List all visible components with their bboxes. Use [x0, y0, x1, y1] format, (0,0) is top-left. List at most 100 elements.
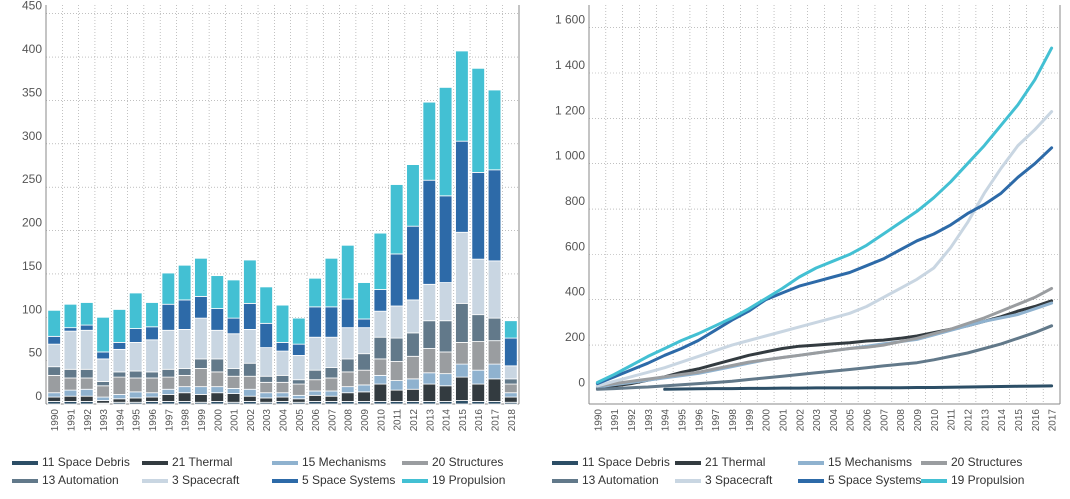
bar-segment: [373, 232, 388, 290]
bar-segment: [422, 101, 437, 181]
bar-segment: [504, 383, 518, 394]
bar-segment: [112, 371, 127, 378]
bar-segment: [63, 327, 78, 332]
bar-segment: [389, 305, 404, 339]
bar-segment: [243, 259, 257, 304]
left-x-tick-label: 2010: [376, 409, 387, 432]
bar-segment: [161, 394, 176, 402]
bar-segment: [259, 322, 273, 349]
bar-segment: [80, 377, 94, 390]
bar-segment: [340, 371, 355, 388]
bar-segment: [406, 332, 420, 357]
bar-segment: [259, 375, 273, 383]
bar-segment: [259, 392, 273, 399]
left-x-tick-label: 1991: [66, 409, 77, 432]
bar-segment: [128, 342, 143, 372]
bar-segment: [471, 369, 485, 385]
right-x-tick-label: 1990: [593, 409, 604, 432]
bar-segment: [80, 368, 94, 379]
bar-segment: [455, 140, 469, 233]
left-legend-swatch: [272, 461, 298, 465]
bar-segment: [145, 326, 159, 341]
bar-segment: [324, 336, 339, 368]
bar-segment: [373, 374, 388, 385]
bar-segment: [161, 376, 176, 390]
left-x-tick-label: 2013: [425, 409, 436, 432]
right-legend-label: 11 Space Debris: [582, 455, 670, 469]
bar-segment: [259, 286, 273, 324]
bar-segment: [504, 365, 518, 380]
bar-segment: [324, 390, 339, 397]
right-legend-swatch: [552, 461, 578, 465]
left-x-tick-label: 2003: [262, 409, 273, 432]
bar-segment: [226, 279, 241, 319]
left-legend-swatch: [142, 461, 168, 465]
right-x-tick-label: 2012: [963, 409, 974, 432]
bar-segment: [210, 275, 225, 309]
right-x-tick-label: 1998: [728, 409, 739, 432]
bar-segment: [243, 388, 257, 397]
bar-segment: [422, 320, 437, 349]
bar-segment: [210, 392, 225, 402]
bar-segment: [438, 373, 453, 387]
left-x-tick-label: 2016: [474, 409, 485, 432]
right-legend-label: 5 Space Systems: [828, 473, 921, 487]
bar-segment: [47, 343, 61, 368]
left-y-tick-label: 0: [35, 389, 42, 403]
bar-segment: [210, 371, 225, 388]
bar-segment: [80, 395, 94, 402]
bar-segment: [128, 292, 143, 329]
right-x-tick-label: 2004: [829, 409, 840, 432]
right-x-tick-label: 2010: [930, 409, 941, 432]
right-x-tick-label: 1994: [661, 409, 672, 432]
bar-segment: [161, 303, 176, 331]
left-x-tick-label: 2008: [344, 409, 355, 432]
bar-segment: [259, 381, 273, 394]
left-legend: 11 Space Debris 21 Thermal 15 Mechanisms 20…: [12, 455, 505, 487]
left-x-tick-label: 2002: [246, 409, 257, 432]
left-x-tick-label: 2012: [409, 409, 420, 432]
bar-segment: [259, 347, 273, 377]
left-x-tick-label: 2006: [311, 409, 322, 432]
right-x-tick-label: 2005: [846, 409, 857, 432]
bar-segment: [455, 376, 469, 401]
right-x-tick-label: 2016: [1031, 409, 1042, 432]
bar-segment: [226, 393, 241, 403]
bar-segment: [243, 302, 257, 330]
bar-segment: [292, 394, 306, 400]
bar-segment: [80, 388, 94, 397]
left-x-tick-label: 2005: [295, 409, 306, 432]
bar-segment: [389, 253, 404, 307]
bar-segment: [389, 380, 404, 391]
bar-segment: [357, 282, 371, 320]
right-legend-swatch: [675, 461, 701, 465]
bar-segment: [389, 337, 404, 362]
bar-segment: [226, 333, 241, 369]
right-x-tick-label: 1993: [644, 409, 655, 432]
bar-segment: [324, 377, 339, 392]
bar-segment: [406, 299, 420, 334]
bar-segment: [308, 306, 322, 338]
left-x-tick-label: 2015: [458, 409, 469, 432]
bar-segment: [471, 314, 485, 342]
left-x-tick-label: 1995: [132, 409, 143, 432]
bar-segment: [504, 320, 518, 339]
bar-segment: [243, 329, 257, 364]
bar-segment: [471, 383, 485, 402]
bar-segment: [487, 340, 502, 365]
bar-segment: [96, 385, 110, 398]
right-y-tick-label: 1 000: [555, 149, 585, 163]
right-x-tick-label: 1999: [745, 409, 756, 432]
bar-segment: [487, 260, 502, 319]
bar-segment: [422, 383, 437, 402]
left-legend-swatch: [12, 461, 38, 465]
left-x-tick-label: 2000: [213, 409, 224, 432]
bar-segment: [487, 378, 502, 402]
bar-segment: [504, 396, 518, 403]
bar-segment: [406, 388, 420, 402]
bar-segment: [292, 355, 306, 381]
bar-segment: [128, 370, 143, 379]
bar-segment: [177, 374, 192, 388]
bar-segment: [455, 231, 469, 304]
bar-segment: [308, 336, 322, 371]
